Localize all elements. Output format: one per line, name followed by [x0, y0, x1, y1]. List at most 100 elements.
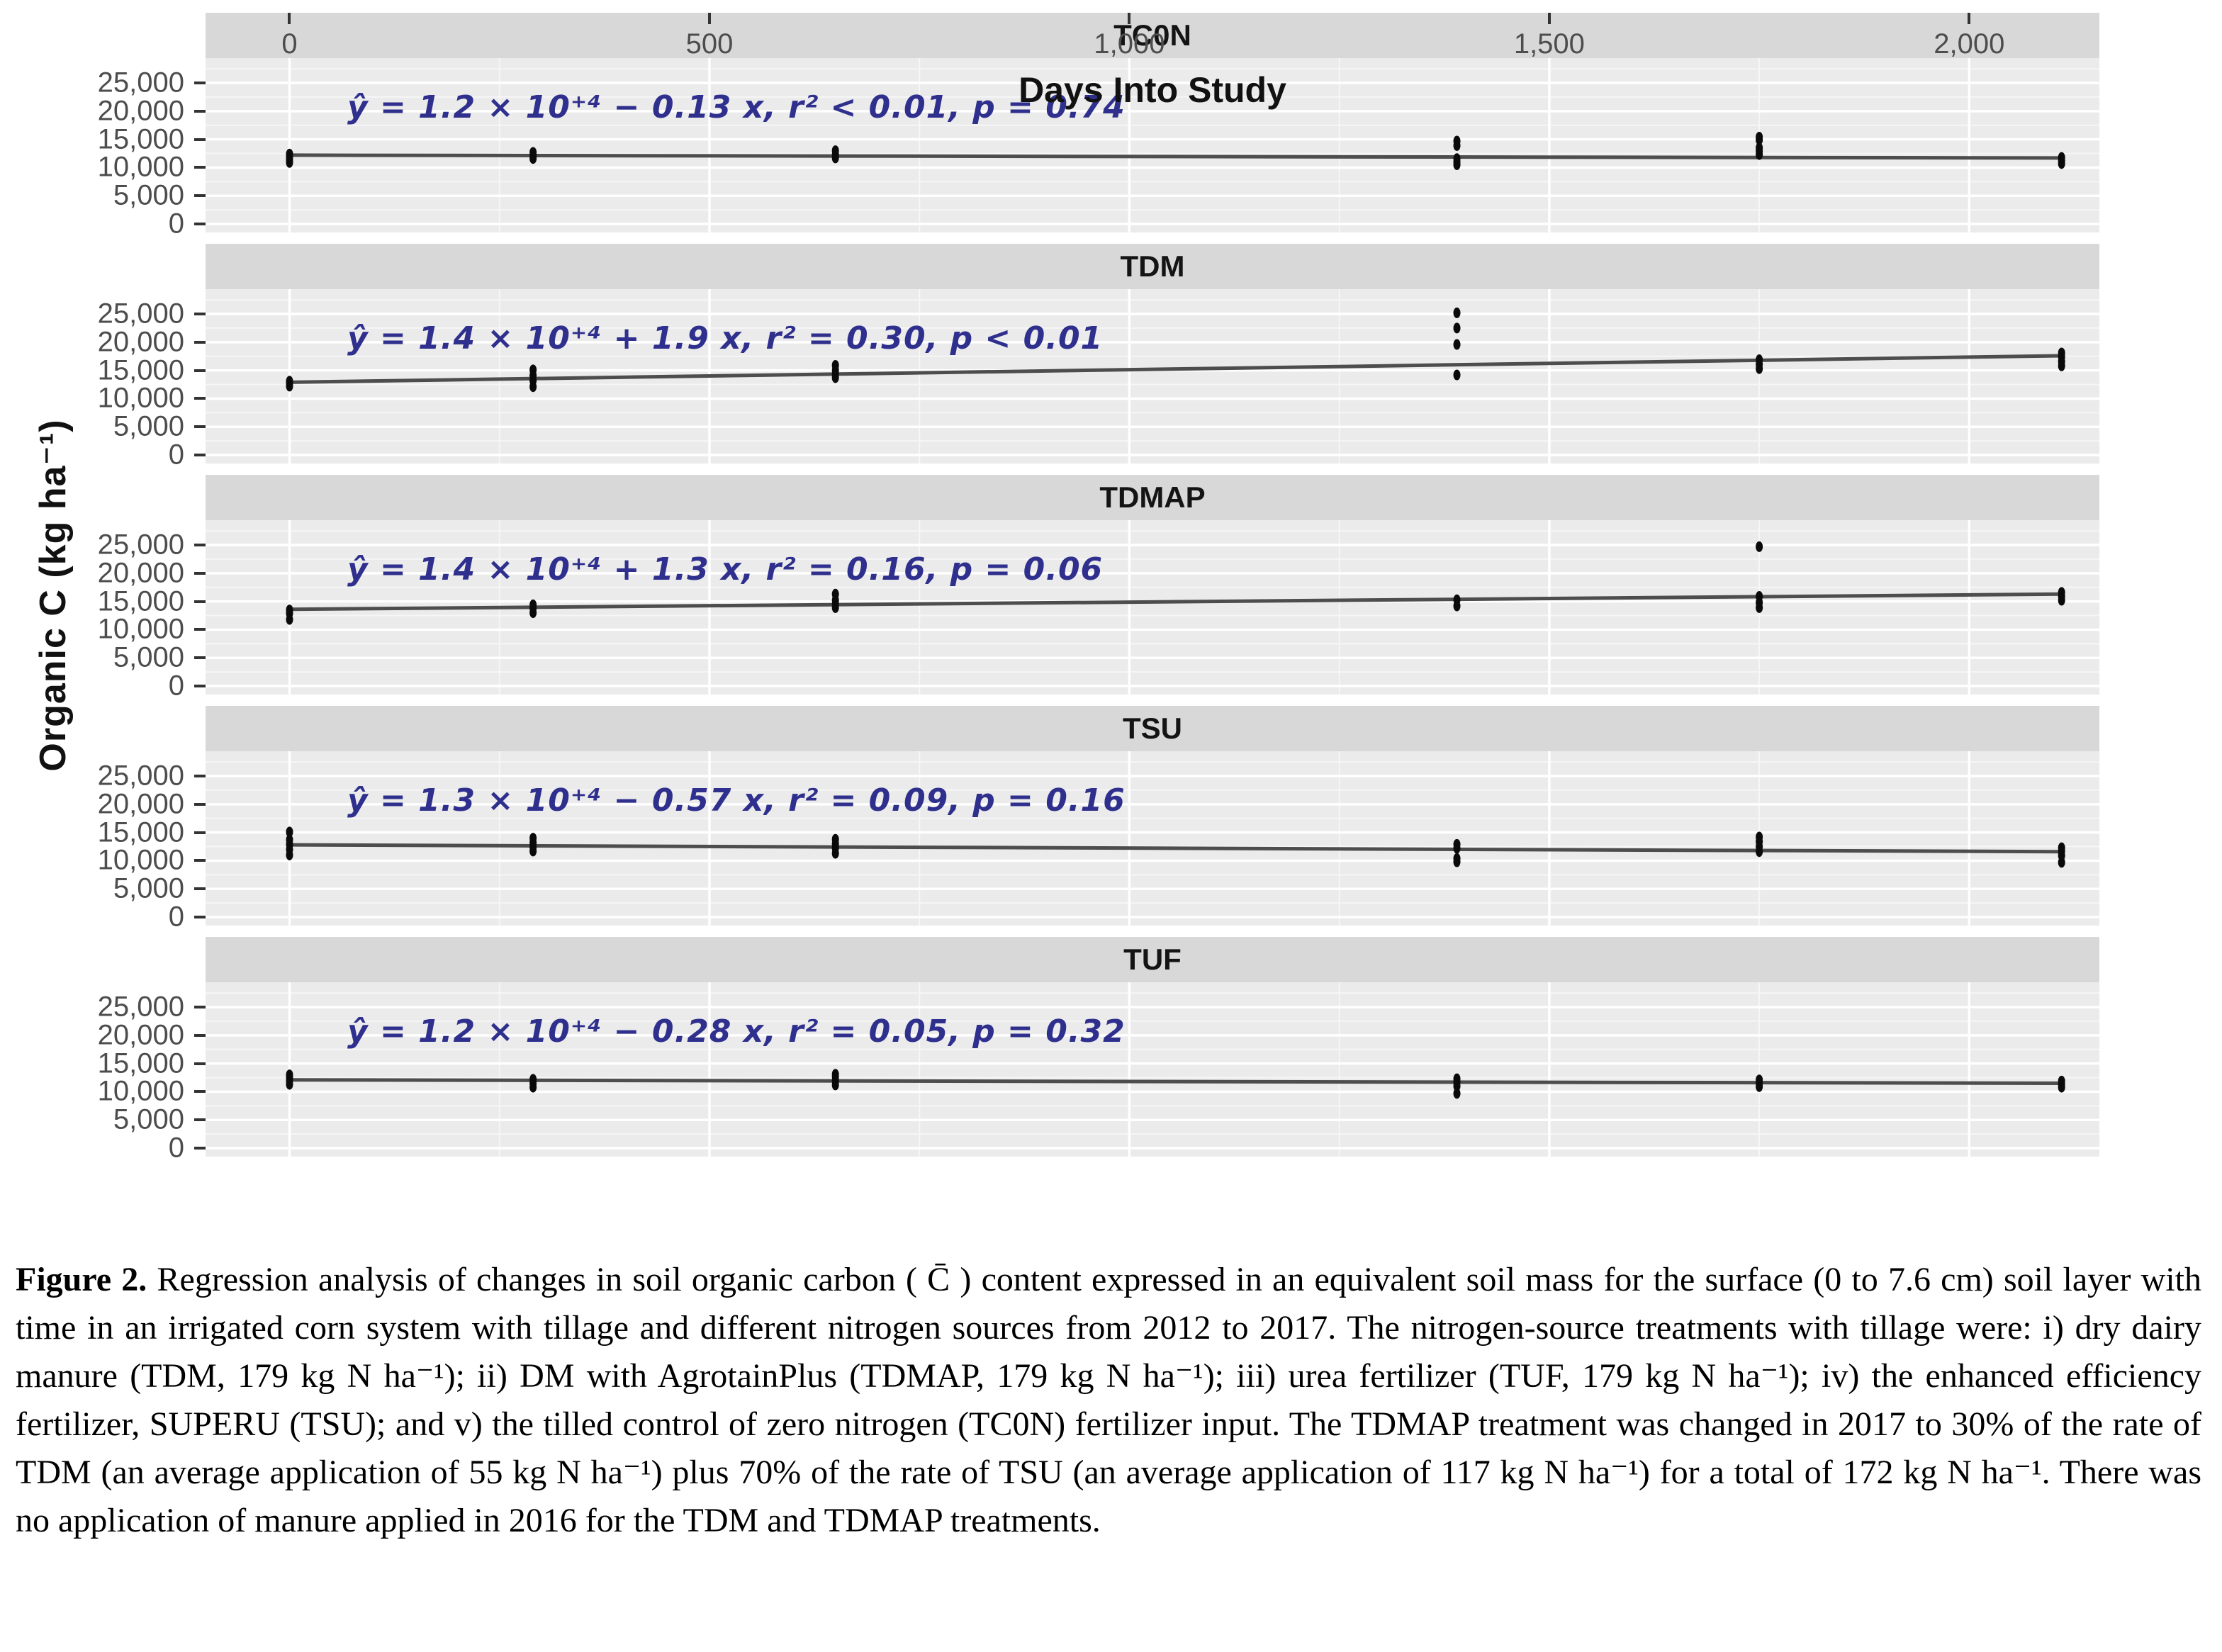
regression-line: [289, 153, 2062, 160]
y-tick-label: 5,000: [113, 410, 184, 442]
x-tick-label: 1,500: [1513, 28, 1585, 60]
y-tick-label: 20,000: [97, 326, 184, 358]
y-tick-mark: [194, 1033, 206, 1037]
facet-strip: TDMAP: [206, 475, 2099, 520]
y-tick-label: 20,000: [97, 1019, 184, 1051]
plot-area: ŷ = 1.2 × 10⁺⁴ − 0.13 x, r² < 0.01, p = …: [206, 58, 2099, 232]
data-point: [831, 833, 839, 845]
y-tick-label: 10,000: [97, 151, 184, 183]
data-point: [2058, 1075, 2065, 1086]
regression-line: [289, 1078, 2062, 1086]
y-tick-mark: [194, 82, 206, 85]
data-point: [1756, 541, 1763, 552]
x-axis-row: 0 500 1,000 1,500 2,000: [0, 13, 2222, 68]
regression-equation: ŷ = 1.4 × 10⁺⁴ + 1.9 x, r² = 0.30, p < 0…: [347, 320, 1104, 356]
y-tick-column: 25,000 20,000 15,000 10,000 5,000 0: [0, 982, 206, 1164]
facet-panel-tdm: TDM 25,000 20,000 15,000 10,000 5,000 0 ŷ = 1.4…: [0, 244, 2222, 471]
x-tick-mark: [1968, 13, 1971, 24]
y-tick-label: 25,000: [97, 529, 184, 561]
plot-svg: [206, 982, 2099, 1157]
y-tick-label: 10,000: [97, 382, 184, 414]
data-point: [286, 834, 293, 845]
data-point: [1453, 322, 1461, 334]
y-tick-label: 0: [168, 208, 184, 240]
y-tick-mark: [194, 775, 206, 778]
x-axis-title: Days Into Study: [1019, 70, 1286, 110]
figure-caption-text: Regression analysis of changes in soil o…: [16, 1261, 2201, 1539]
x-tick-mark: [1128, 13, 1131, 24]
facet-strip-title: TDMAP: [1099, 481, 1206, 514]
regression-equation: ŷ = 1.2 × 10⁺⁴ − 0.13 x, r² < 0.01, p = …: [347, 89, 1126, 125]
data-point: [1756, 354, 1763, 366]
y-tick-label: 10,000: [97, 1075, 184, 1107]
y-tick-label: 15,000: [97, 585, 184, 617]
y-tick-mark: [194, 544, 206, 547]
data-point: [286, 605, 293, 616]
y-tick-label: 0: [168, 1132, 184, 1164]
y-tick-mark: [194, 571, 206, 575]
data-point: [831, 1069, 839, 1080]
facet-strip-title: TDM: [1120, 249, 1185, 283]
plot-svg: [206, 58, 2099, 232]
y-tick-label: 25,000: [97, 991, 184, 1023]
y-tick-mark: [194, 340, 206, 344]
y-tick-mark: [194, 194, 206, 198]
data-point: [1453, 153, 1461, 164]
data-point: [1453, 1073, 1461, 1084]
data-point: [2058, 842, 2065, 853]
y-tick-column: 25,000 20,000 15,000 10,000 5,000 0: [0, 289, 206, 471]
y-tick-mark: [194, 916, 206, 919]
data-point: [529, 599, 537, 610]
y-tick-label: 15,000: [97, 123, 184, 155]
data-point: [1453, 135, 1461, 147]
facet-panel-tuf: TUF 25,000 20,000 15,000 10,000 5,000 0 ŷ = 1.2…: [0, 937, 2222, 1164]
y-tick-label: 20,000: [97, 95, 184, 127]
data-point: [1453, 339, 1461, 350]
y-tick-column: 25,000 20,000 15,000 10,000 5,000 0: [0, 520, 206, 702]
data-point: [2058, 587, 2065, 598]
plot-area: ŷ = 1.4 × 10⁺⁴ + 1.9 x, r² = 0.30, p < 0…: [206, 289, 2099, 463]
data-point: [529, 1074, 537, 1085]
y-tick-label: 20,000: [97, 557, 184, 589]
y-tick-label: 5,000: [113, 641, 184, 673]
y-tick-label: 15,000: [97, 1047, 184, 1079]
y-tick-label: 25,000: [97, 67, 184, 99]
data-point: [1453, 1088, 1461, 1099]
y-tick-mark: [194, 656, 206, 660]
y-tick-label: 25,000: [97, 298, 184, 330]
x-tick-label: 1,000: [1094, 28, 1165, 60]
data-point: [529, 364, 537, 376]
regression-line: [289, 354, 2062, 384]
facet-strip: TC0N: [206, 13, 2099, 58]
regression-equation: ŷ = 1.3 × 10⁺⁴ − 0.57 x, r² = 0.09, p = …: [347, 782, 1126, 819]
x-axis: 0 500 1,000 1,500 2,000: [206, 13, 2099, 68]
plot-svg: [206, 520, 2099, 695]
y-tick-mark: [194, 137, 206, 141]
regression-equation: ŷ = 1.4 × 10⁺⁴ + 1.3 x, r² = 0.16, p = 0…: [347, 551, 1104, 588]
regression-equation: ŷ = 1.2 × 10⁺⁴ − 0.28 x, r² = 0.05, p = …: [347, 1013, 1126, 1050]
y-tick-mark: [194, 600, 206, 603]
y-tick-mark: [194, 887, 206, 891]
data-point: [2058, 347, 2065, 359]
y-tick-label: 0: [168, 901, 184, 933]
y-tick-mark: [194, 628, 206, 631]
y-tick-mark: [194, 313, 206, 316]
facet-strip: TDM: [206, 244, 2099, 289]
y-tick-column: 25,000 20,000 15,000 10,000 5,000 0: [0, 751, 206, 933]
data-point: [1453, 369, 1461, 381]
y-tick-label: 20,000: [97, 788, 184, 820]
y-tick-mark: [194, 109, 206, 113]
y-tick-label: 5,000: [113, 179, 184, 211]
data-point: [1453, 594, 1461, 605]
facet-panel-tc0n: TC0N 25,000 20,000 15,000 10,000 5,000 0 ŷ = 1.…: [0, 13, 2222, 240]
facet-strip: TUF: [206, 937, 2099, 982]
regression-line: [289, 843, 2062, 854]
x-tick-label: 0: [281, 28, 298, 60]
y-tick-label: 15,000: [97, 354, 184, 386]
y-tick-mark: [194, 1147, 206, 1150]
plot-area: ŷ = 1.4 × 10⁺⁴ + 1.3 x, r² = 0.16, p = 0…: [206, 520, 2099, 695]
figure-caption: Figure 2. Regression analysis of changes…: [16, 1256, 2201, 1545]
facet-panel-tsu: TSU 25,000 20,000 15,000 10,000 5,000 0 ŷ = 1.3…: [0, 706, 2222, 933]
y-tick-label: 0: [168, 670, 184, 702]
